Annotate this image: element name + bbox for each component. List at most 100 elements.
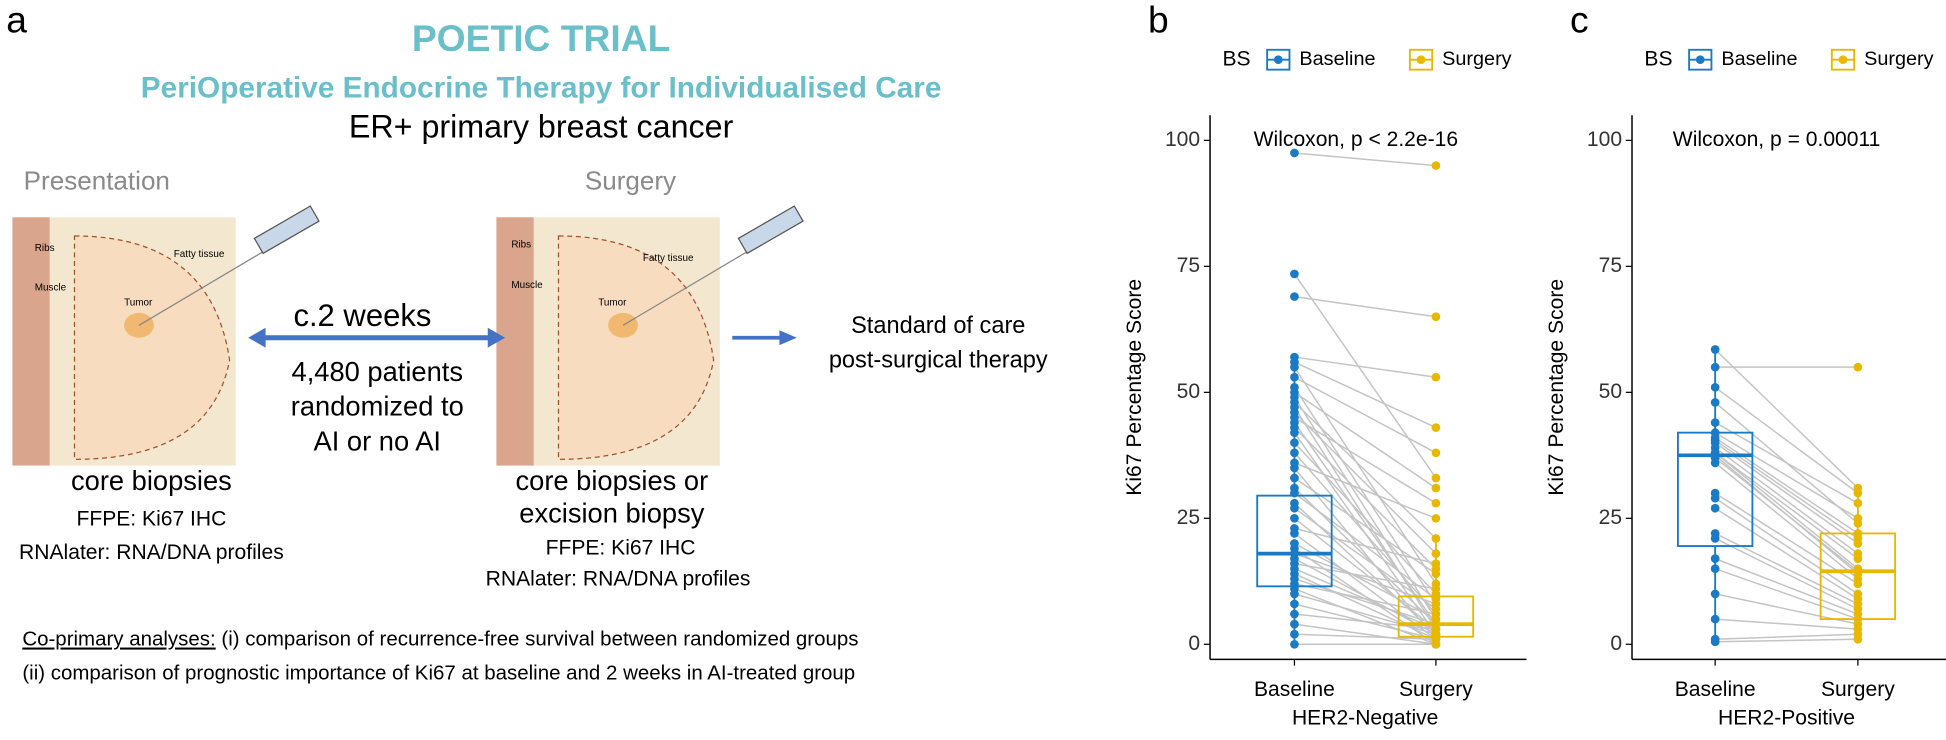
anatomy-label: Tumor [598, 298, 627, 309]
point [1290, 428, 1299, 437]
samples: core biopsies [71, 465, 232, 496]
point [1710, 493, 1720, 503]
analyses-line: (i) comparison of recurrence-free surviv… [221, 628, 858, 651]
pair-line [1714, 497, 1859, 595]
pair-line [1714, 457, 1859, 572]
y-tick-label: 100 [1587, 128, 1622, 151]
anatomy-label: Ribs [511, 239, 531, 250]
point [1290, 473, 1299, 483]
title: POETIC TRIAL [412, 17, 670, 59]
point [1710, 345, 1720, 354]
pair-line [1714, 437, 1859, 535]
pair-line [1294, 356, 1437, 378]
y-tick-label: 50 [1599, 380, 1622, 403]
point [1290, 362, 1299, 372]
pair-line [1293, 366, 1437, 585]
point [1290, 463, 1299, 473]
y-tick-label: 50 [1177, 380, 1200, 403]
analyses-line: (ii) comparison of prognostic importance… [22, 661, 855, 684]
pair-line [1715, 618, 1858, 630]
next-step: Standard of care [851, 312, 1025, 338]
pair-line [1294, 613, 1436, 630]
point [1290, 589, 1299, 599]
stage-label: Surgery [585, 165, 676, 195]
pair-line [1294, 623, 1437, 646]
legend-key [1695, 55, 1705, 65]
panel-label: c [1570, 0, 1589, 40]
pair-line [1715, 638, 1858, 643]
pair-line [1714, 348, 1859, 489]
point [1431, 549, 1441, 558]
pair-line [1294, 588, 1437, 645]
pair-line [1714, 462, 1859, 580]
point [1290, 438, 1299, 448]
point [1290, 529, 1299, 538]
breast-illustration: Ribs Muscle Fatty tissue Tumor [12, 205, 320, 466]
point [1431, 483, 1441, 493]
legend-key [1273, 55, 1283, 65]
samples: FFPE: Ki67 IHC [546, 536, 696, 559]
point [1431, 473, 1441, 483]
point [1710, 614, 1720, 624]
anatomy-label: Fatty tissue [174, 249, 225, 260]
pair-line [1294, 152, 1436, 167]
y-tick-label: 25 [1177, 506, 1200, 529]
point [1853, 579, 1863, 589]
pair-line [1293, 442, 1437, 595]
randomization: randomized to [291, 391, 464, 422]
point [1431, 534, 1441, 543]
samples: excision biopsy [519, 497, 704, 528]
point [1290, 609, 1299, 619]
pair-line [1293, 411, 1437, 555]
point [1290, 292, 1299, 301]
y-tick-label: 100 [1165, 128, 1200, 151]
pair-line [1294, 573, 1437, 640]
analyses: Co-primary analyses: (i) comparison of r… [22, 628, 858, 651]
annotation: Wilcoxon, p = 0.00011 [1673, 128, 1881, 151]
point [1431, 609, 1441, 619]
point [1431, 498, 1441, 508]
y-tick-label: 0 [1188, 632, 1200, 655]
legend-title: BS [1222, 47, 1250, 70]
point [1710, 564, 1720, 574]
pair-line [1294, 295, 1437, 318]
pair-line [1294, 462, 1437, 520]
point [1853, 488, 1863, 498]
samples: FFPE: Ki67 IHC [76, 508, 226, 531]
point [1290, 629, 1299, 639]
analyses-heading: Co-primary analyses: [22, 628, 215, 651]
pair-line [1294, 391, 1437, 489]
pair-line [1714, 557, 1859, 615]
x-tick-label: Surgery [1399, 678, 1473, 701]
randomization: 4,480 patients [292, 356, 464, 387]
samples: RNAlater: RNA/DNA profiles [486, 567, 751, 590]
point [1290, 639, 1299, 649]
pair-line [1294, 562, 1437, 590]
anatomy-label: Tumor [124, 298, 153, 309]
legend-key [1838, 55, 1848, 65]
arrow [248, 327, 797, 348]
legend-key [1416, 55, 1426, 65]
point [1290, 148, 1299, 158]
point [1290, 503, 1299, 513]
pair-line [1294, 583, 1437, 615]
next-step: post-surgical therapy [829, 347, 1048, 373]
legend-label: Baseline [1299, 48, 1375, 70]
point [1710, 382, 1720, 392]
point [1431, 448, 1441, 458]
pair-line [1294, 507, 1437, 610]
pair-line [1294, 361, 1437, 429]
point [1290, 488, 1299, 498]
point [1431, 584, 1441, 594]
point [1431, 513, 1441, 523]
pair-line [1714, 507, 1859, 600]
point [1710, 458, 1720, 468]
pair-line [1293, 401, 1437, 540]
anatomy-label: Fatty tissue [643, 253, 694, 264]
point [1710, 534, 1720, 543]
y-tick-label: 75 [1599, 254, 1622, 277]
pair-line [1714, 492, 1859, 585]
point [1290, 448, 1299, 458]
y-tick-label: 0 [1610, 632, 1622, 655]
